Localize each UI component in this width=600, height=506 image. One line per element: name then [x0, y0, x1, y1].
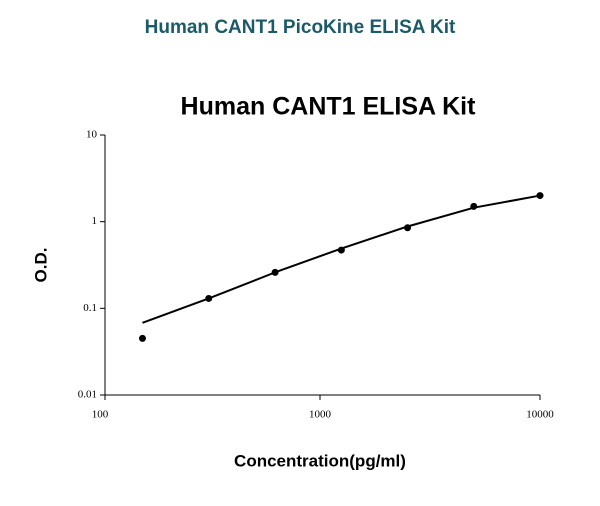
- data-point: [470, 202, 478, 210]
- x-axis-label: Concentration(pg/ml): [234, 451, 406, 470]
- data-point: [271, 268, 279, 276]
- y-tick-label: 0.01: [78, 389, 97, 401]
- data-point: [205, 294, 213, 302]
- y-tick-label: 0.1: [83, 302, 97, 314]
- data-point: [337, 246, 345, 254]
- data-point: [138, 334, 146, 342]
- x-tick-label: 10000: [526, 409, 554, 421]
- data-point: [536, 192, 544, 200]
- fit-curve: [142, 194, 541, 324]
- x-tick-label: 100: [92, 409, 109, 421]
- page-title: Human CANT1 PicoKine ELISA Kit: [145, 17, 456, 38]
- data-point: [404, 224, 412, 232]
- chart-title: Human CANT1 ELISA Kit: [181, 93, 477, 121]
- x-tick-label: 1000: [309, 409, 332, 421]
- y-tick-label: 1: [92, 215, 98, 227]
- y-axis-label: O.D.: [31, 248, 50, 283]
- y-tick-label: 10: [86, 129, 98, 141]
